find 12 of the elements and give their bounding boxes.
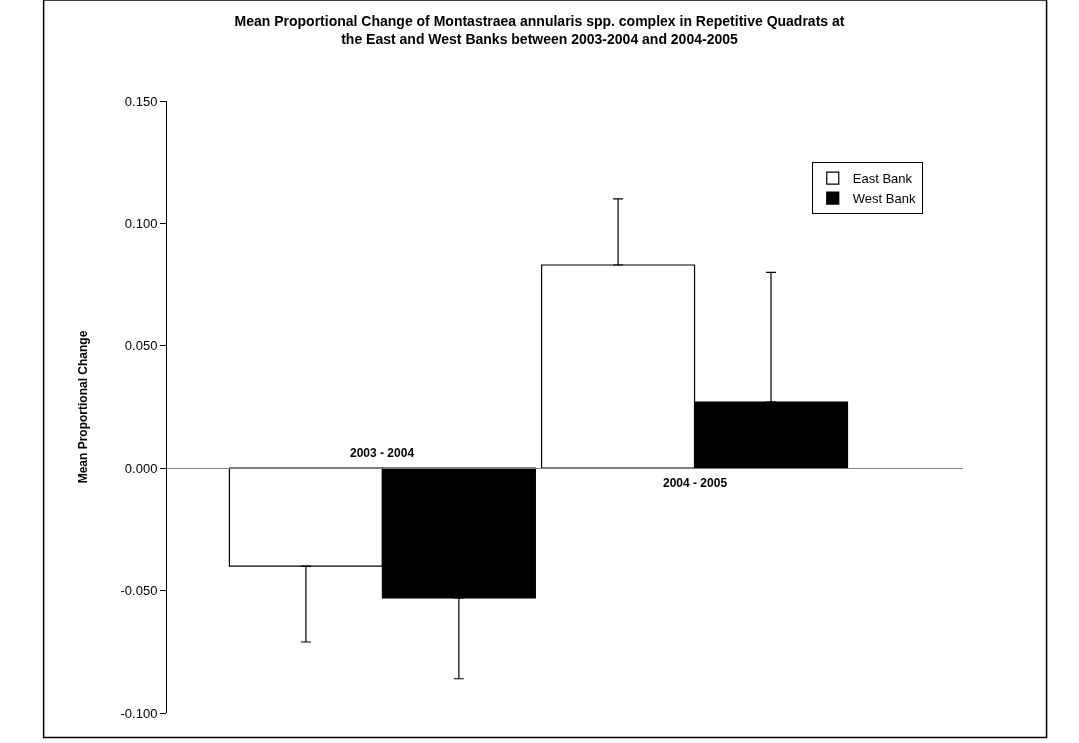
legend-label: West Bank <box>852 191 916 207</box>
y-tick-label: 0.050 <box>124 338 158 354</box>
y-tick-label: 0.150 <box>124 93 158 109</box>
y-tick-label: 0.000 <box>124 460 158 476</box>
x-tick-label: 2004 - 2005 <box>663 476 728 490</box>
legend-label: East Bank <box>852 171 913 187</box>
y-tick-label: -0.100 <box>120 705 158 721</box>
y-tick-label: 0.100 <box>124 215 158 231</box>
y-axis-title: Mean Proportional Change <box>75 330 90 484</box>
x-tick-label: 2003 - 2004 <box>350 446 415 460</box>
y-tick-label: -0.050 <box>120 583 158 599</box>
chart-title: Mean Proportional Change of Montastraea annularis spp. complex in Repetitive Quadrats at the East and West Banks between 2003-2004 and 2004-2005 <box>234 13 845 48</box>
